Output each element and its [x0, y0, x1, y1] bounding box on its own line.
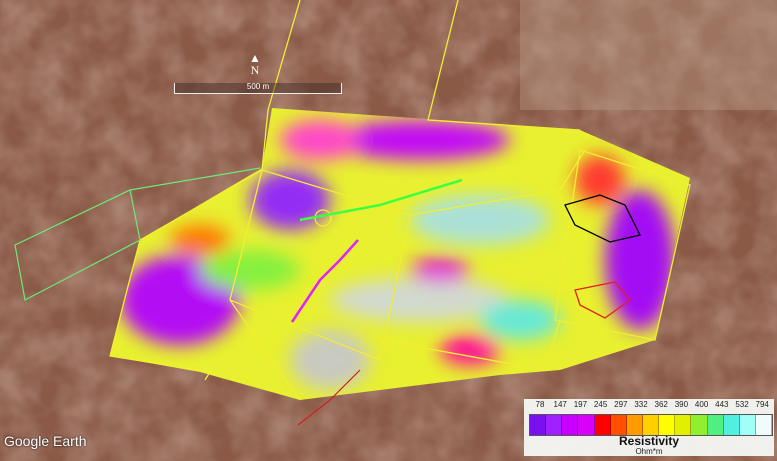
legend-tick-label: 400 — [694, 400, 709, 409]
legend-ticks: 78 147 197 245 297 332 362 390 400 443 532 794 — [528, 400, 772, 412]
legend-unit: Ohm*m — [635, 447, 663, 456]
scale-label: 500 m — [246, 82, 270, 91]
legend-tick-label: 245 — [593, 400, 608, 409]
legend-color-swatch — [626, 415, 643, 435]
legend-color-swatch — [594, 415, 611, 435]
legend-color-swatch — [691, 415, 708, 435]
magenta-profile-line — [290, 239, 359, 323]
legend-tick-label: 78 — [535, 400, 545, 409]
legend-tick-label: 390 — [674, 400, 689, 409]
legend-color-swatch — [562, 415, 579, 435]
legend-color-swatch — [723, 415, 740, 435]
legend-color-swatch — [546, 415, 563, 435]
green-profile-line — [299, 178, 463, 222]
resistivity-legend: 78 147 197 245 297 332 362 390 400 443 532 794 Resi… — [524, 399, 774, 456]
legend-tick-label: 362 — [654, 400, 668, 409]
green-outlines — [14, 167, 261, 301]
red-outline — [574, 281, 631, 319]
legend-color-swatch — [610, 415, 627, 435]
legend-color-swatch — [642, 415, 660, 435]
red-line — [297, 369, 361, 426]
legend-tick-label: 443 — [715, 400, 729, 409]
legend-tick-label: 147 — [553, 400, 567, 409]
legend-color-swatch — [739, 415, 756, 435]
legend-tick-label: 794 — [755, 400, 769, 409]
north-label: N — [250, 63, 260, 77]
google-earth-logo: Google Earth — [4, 433, 87, 449]
legend-color-swatch — [578, 415, 595, 435]
black-outline — [564, 194, 641, 243]
legend-tick-label: 532 — [735, 400, 749, 409]
legend-title: Resistivity — [618, 434, 680, 448]
legend-color-swatch — [530, 415, 547, 435]
legend-color-bar — [529, 414, 773, 436]
legend-tick-label: 197 — [573, 400, 588, 409]
north-arrow-icon: ▲ N — [249, 51, 261, 77]
legend-color-swatch — [675, 415, 692, 435]
legend-tick-label: 332 — [634, 400, 648, 409]
legend-color-swatch — [707, 415, 724, 435]
scale-bar: 500 m — [174, 82, 342, 94]
legend-color-swatch — [659, 415, 676, 435]
legend-tick-label: 297 — [614, 400, 628, 409]
legend-color-swatch — [755, 415, 773, 435]
